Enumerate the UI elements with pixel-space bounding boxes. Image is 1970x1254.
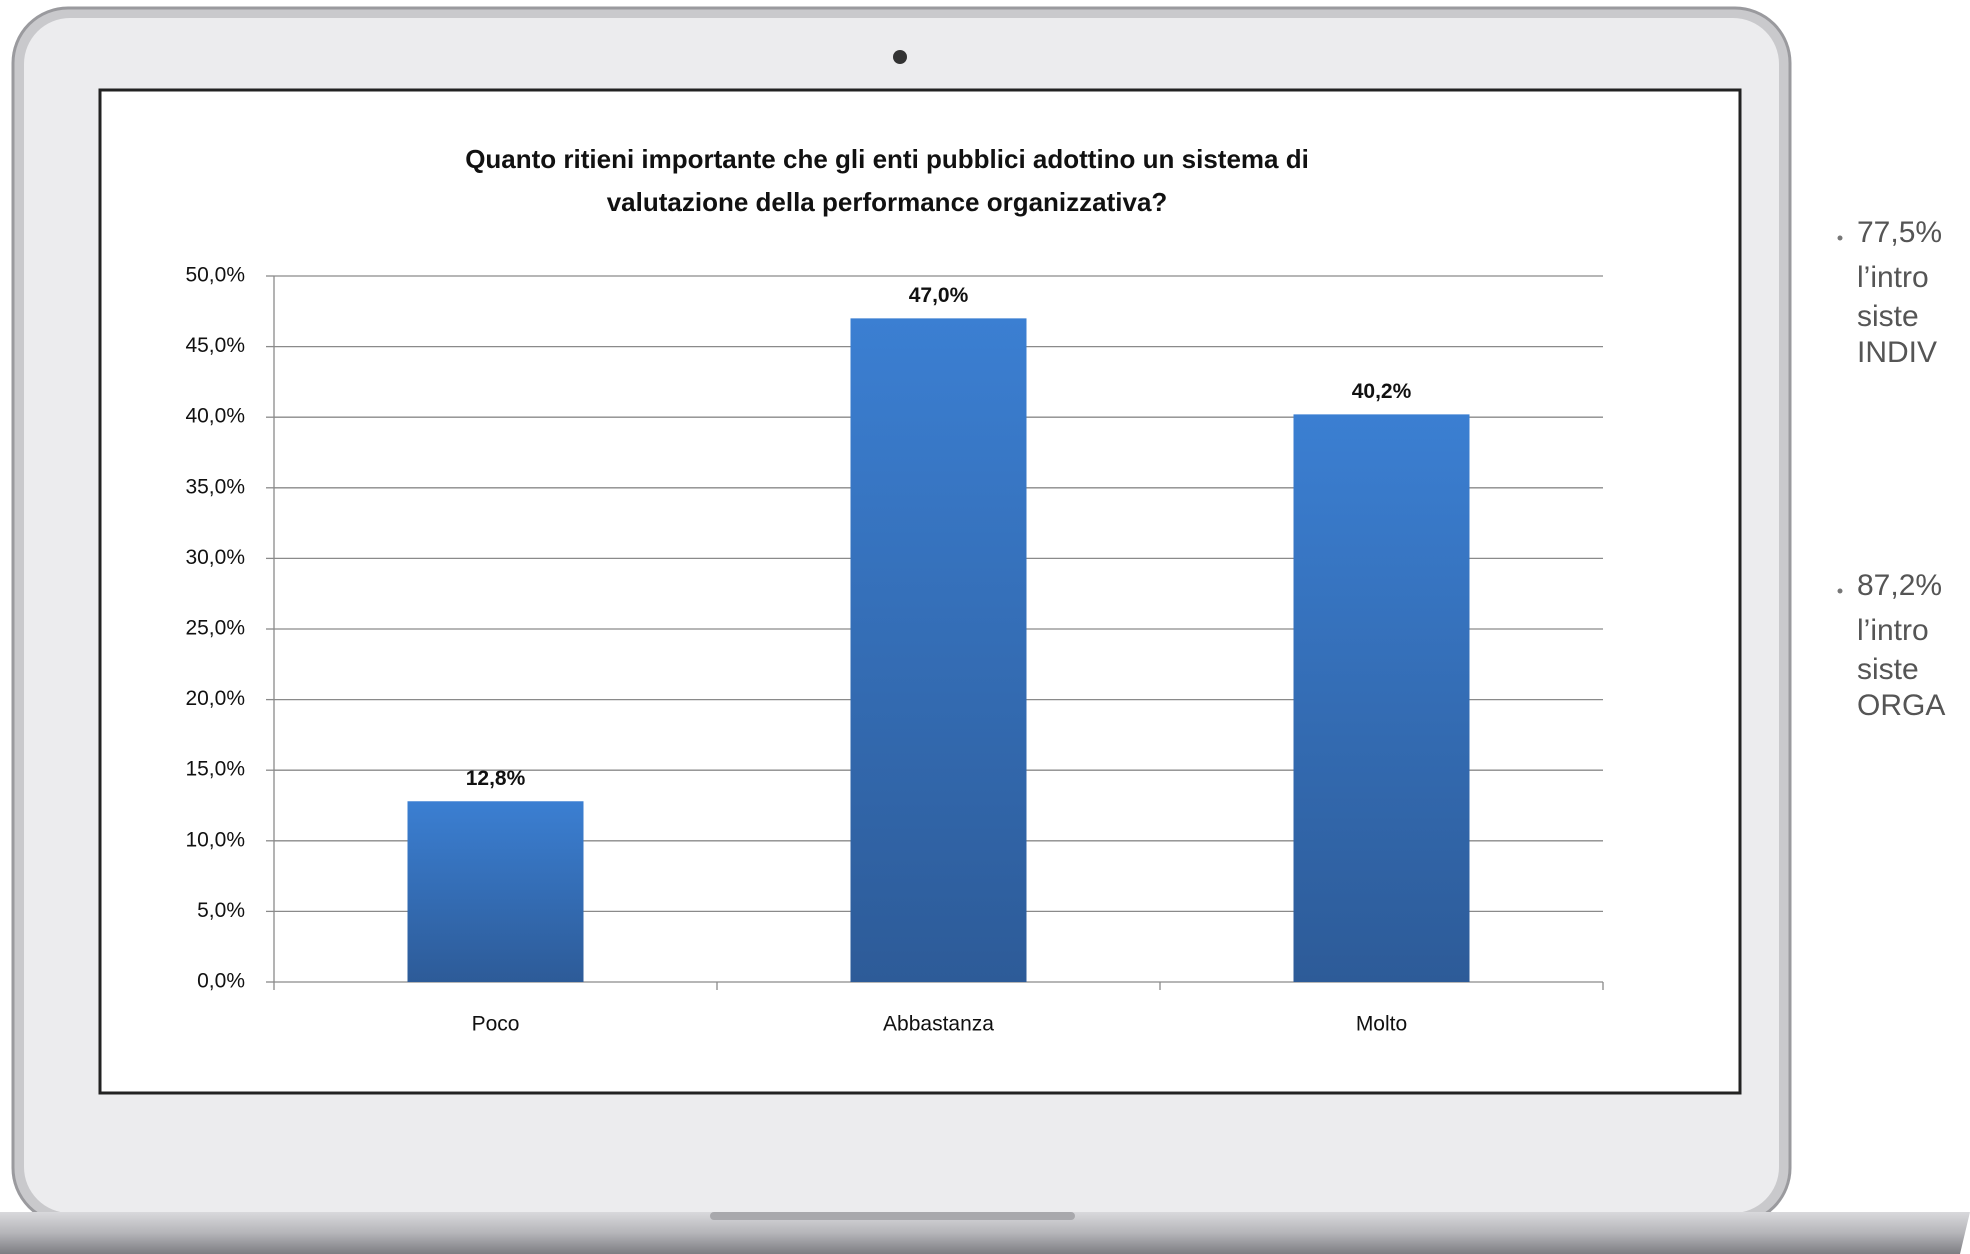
- bullet-text: ORGA: [1857, 689, 1945, 722]
- bullet-text: 87,2%: [1857, 569, 1942, 602]
- value-label: 40,2%: [1352, 380, 1412, 403]
- y-tick-label: 15,0%: [185, 758, 245, 781]
- y-tick-label: 5,0%: [197, 899, 245, 922]
- bullet-text: l’intro: [1857, 614, 1929, 647]
- y-tick-label: 40,0%: [185, 405, 245, 428]
- x-tick-label: Molto: [1356, 1013, 1407, 1036]
- y-tick-label: 35,0%: [185, 475, 245, 498]
- bar: [850, 318, 1027, 982]
- value-label: 12,8%: [466, 767, 526, 790]
- bullet-text: siste: [1857, 300, 1919, 333]
- bullet-dot: [1837, 588, 1843, 594]
- chart-title: valutazione della performance organizzat…: [607, 187, 1168, 217]
- laptop-base: [0, 1212, 1970, 1254]
- y-tick-label: 45,0%: [185, 334, 245, 357]
- bullet-text: INDIV: [1857, 336, 1937, 369]
- y-tick-label: 25,0%: [185, 617, 245, 640]
- y-tick-label: 20,0%: [185, 687, 245, 710]
- y-tick-label: 0,0%: [197, 970, 245, 993]
- chart-title: Quanto ritieni importante che gli enti p…: [465, 144, 1309, 174]
- bullet-text: siste: [1857, 653, 1919, 686]
- y-tick-label: 30,0%: [185, 546, 245, 569]
- bar: [407, 801, 584, 982]
- laptop-notch: [710, 1212, 1075, 1220]
- bullet-text: l’intro: [1857, 261, 1929, 294]
- bullet-text: 77,5%: [1857, 216, 1942, 249]
- y-tick-label: 10,0%: [185, 828, 245, 851]
- x-tick-label: Abbastanza: [883, 1013, 994, 1036]
- value-label: 47,0%: [909, 284, 969, 307]
- y-tick-label: 50,0%: [185, 264, 245, 287]
- x-tick-label: Poco: [472, 1013, 520, 1036]
- bar: [1293, 414, 1470, 983]
- camera: [893, 50, 907, 64]
- bullet-dot: [1837, 235, 1843, 241]
